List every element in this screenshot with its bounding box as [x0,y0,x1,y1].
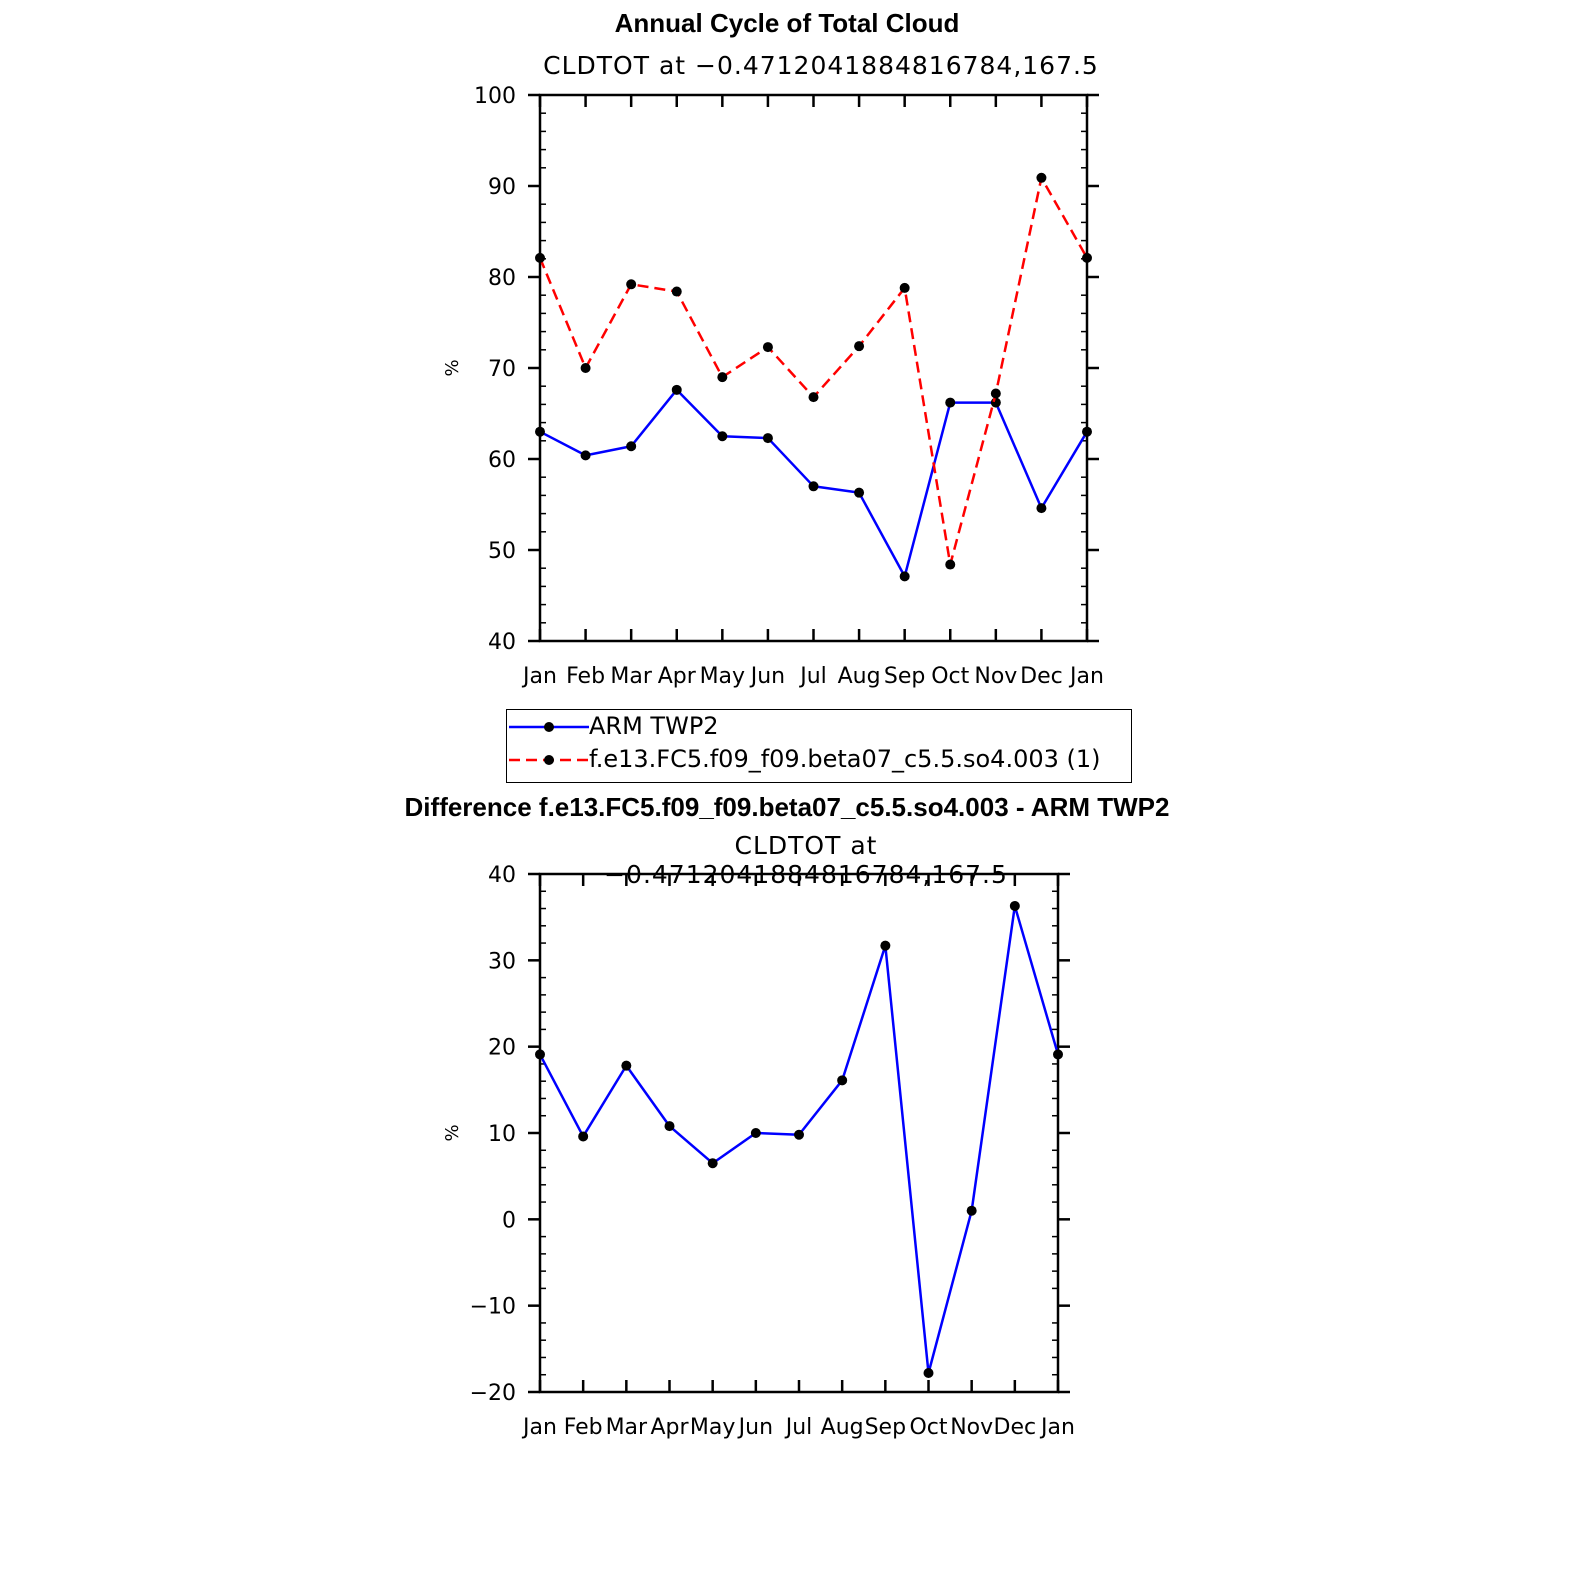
data-point [717,431,728,442]
x-tick-label: Feb [564,1415,603,1440]
x-tick-label: Aug [821,1415,864,1440]
y-tick-label: 40 [488,630,516,655]
x-tick-label: Nov [974,664,1017,689]
y-tick-label: −20 [470,1381,516,1406]
data-point [578,1131,589,1142]
y-tick-label: 80 [488,266,516,291]
data-point [671,286,682,297]
x-tick-label: Jun [749,664,785,689]
data-point [717,372,728,383]
x-tick-label: Apr [658,664,697,689]
data-point [1082,252,1092,263]
x-tick-label: Dec [994,1415,1037,1440]
y-tick-label: −10 [470,1295,516,1320]
y-tick-label: 0 [502,1208,516,1233]
x-tick-label: Feb [566,664,605,689]
data-point [671,384,682,395]
data-point [854,487,865,498]
y-axis-label: % [442,1124,463,1141]
data-point [1053,1049,1063,1060]
y-tick-label: 40 [488,863,516,888]
data-point [762,342,773,353]
data-point [762,433,773,444]
data-point [1082,426,1092,437]
y-tick-label: 100 [474,84,516,109]
plot-frame [538,93,1089,643]
bottom-chart-subtitle: CLDTOT at −0.4712041884816784,167.5 [604,831,1008,889]
y-tick-label: 10 [488,1122,516,1147]
data-point [1036,503,1047,514]
data-point [621,1060,632,1071]
x-tick-label: Mar [606,1415,648,1440]
top-chart-subtitle: CLDTOT at −0.4712041884816784,167.5 [543,51,1099,80]
data-point [854,341,865,352]
legend-label: f.e13.FC5.f09_f09.beta07_c5.5.so4.003 (1… [589,745,1101,773]
top-chart-title: Annual Cycle of Total Cloud [614,8,960,38]
data-point [626,441,637,452]
data-point [990,388,1001,399]
chart-legend: ARM TWP2 f.e13.FC5.f09_f09.beta07_c5.5.s… [506,709,1132,783]
y-tick-label: 90 [488,175,516,200]
data-point [880,940,891,951]
data-point [990,397,1001,408]
data-point [923,1368,934,1379]
y-tick-label: 30 [488,949,516,974]
data-point [580,363,591,373]
x-tick-label: Jul [798,664,827,689]
x-tick-label: Mar [610,664,652,689]
legend-label: ARM TWP2 [589,712,719,740]
x-tick-label: Sep [865,1415,906,1440]
x-tick-label: Jan [1039,1415,1075,1440]
plot-frame [538,872,1060,1394]
x-tick-label: Dec [1020,664,1063,689]
x-tick-label: May [690,1415,735,1440]
data-point [945,397,956,408]
data-point [535,252,545,263]
data-point [899,571,910,582]
x-tick-label: Apr [650,1415,689,1440]
data-point [535,426,545,437]
data-point [899,282,910,293]
x-tick-label: Aug [838,664,881,689]
x-tick-label: Jan [521,664,557,689]
data-point [664,1121,675,1132]
data-point [945,559,956,570]
x-tick-label: Jun [737,1415,773,1440]
data-point [794,1129,804,1140]
data-point [750,1128,761,1138]
y-tick-label: 60 [488,448,516,473]
legend-swatch-solid-blue [509,722,589,732]
y-axis-label: % [442,359,463,376]
x-tick-label: Jul [784,1415,813,1440]
y-tick-label: 20 [488,1036,516,1061]
x-tick-label: Jan [1068,664,1104,689]
data-point [580,450,591,461]
y-tick-label: 70 [488,357,516,382]
legend-item-model: f.e13.FC5.f09_f09.beta07_c5.5.so4.003 (1… [507,744,1131,776]
x-tick-label: Oct [931,664,969,689]
x-tick-label: May [700,664,745,689]
data-point [535,1049,545,1060]
legend-swatch-dashed-red [509,755,589,765]
data-point [626,279,637,290]
x-tick-label: Sep [884,664,925,689]
x-tick-label: Oct [909,1415,947,1440]
data-point [966,1205,977,1216]
x-tick-label: Jan [521,1415,557,1440]
series-line-1 [538,176,1089,566]
series-line-0 [538,904,1060,1375]
data-point [808,481,819,492]
bottom-chart-title: Difference f.e13.FC5.f09_f09.beta07_c5.5… [404,792,1170,822]
data-point [707,1158,718,1169]
data-point [808,392,819,403]
legend-item-arm-twp2: ARM TWP2 [507,711,1131,743]
data-point [837,1075,848,1086]
data-point [1036,172,1047,183]
data-point [1009,900,1020,911]
x-tick-label: Nov [950,1415,993,1440]
y-tick-label: 50 [488,539,516,564]
top-line-chart: Jan Feb Mar Apr May Jun Jul Aug Sep Oct Nov Dec Jan4… [442,84,1104,689]
